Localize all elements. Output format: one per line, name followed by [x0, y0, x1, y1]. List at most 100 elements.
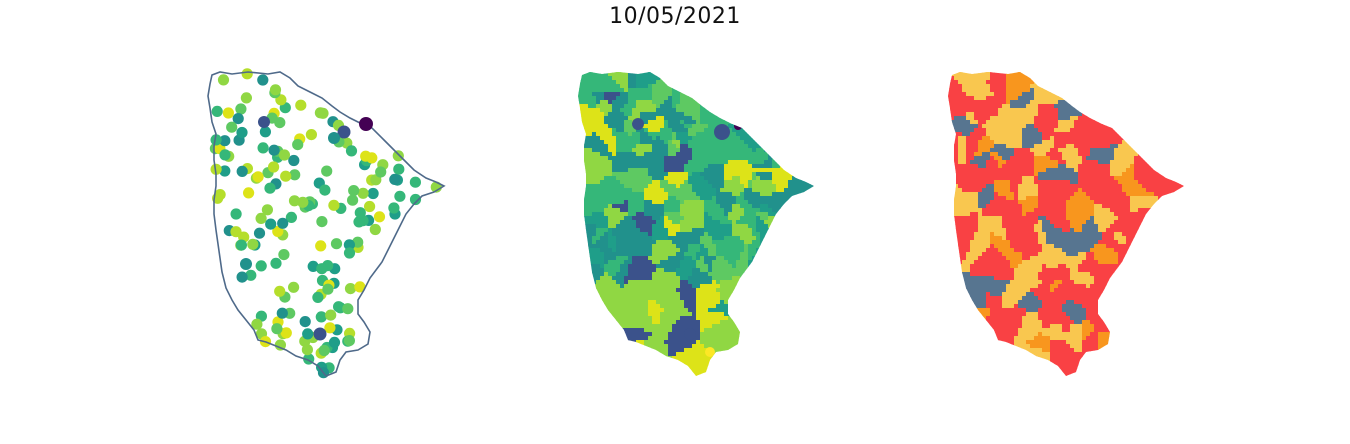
municipality-point — [345, 145, 358, 157]
municipality-point — [264, 182, 276, 194]
municipality-point — [274, 339, 286, 351]
municipality-point-highlight — [328, 132, 340, 144]
municipality-point — [280, 327, 292, 339]
municipality-point — [330, 238, 343, 250]
municipality-point — [235, 103, 247, 115]
municipality-point — [328, 336, 341, 348]
municipality-point — [253, 227, 266, 239]
municipality-point — [321, 165, 333, 177]
municipality-point — [285, 211, 297, 223]
municipality-point — [255, 260, 267, 272]
municipality-point — [301, 344, 313, 356]
municipality-region-highlight — [705, 347, 715, 357]
points-top — [240, 116, 373, 341]
municipality-point — [357, 187, 369, 199]
municipality-point — [235, 239, 247, 251]
municipality-point-highlight — [258, 116, 270, 128]
municipality-point — [409, 193, 422, 206]
municipality-point — [360, 150, 372, 162]
municipality-point — [276, 307, 288, 319]
municipality-point — [269, 84, 282, 96]
municipality-point — [354, 207, 366, 219]
municipality-point — [268, 144, 280, 156]
figure-title: 10/05/2021 — [609, 4, 741, 29]
municipality-point — [230, 226, 242, 238]
municipality-point — [219, 135, 231, 147]
municipality-point — [255, 212, 267, 224]
municipality-point — [257, 142, 269, 154]
municipality-point-highlight — [359, 117, 373, 131]
municipality-point — [343, 239, 355, 251]
municipality-point — [375, 166, 387, 178]
municipality-point — [288, 154, 300, 167]
municipality-region-highlight — [632, 118, 644, 130]
municipality-point — [389, 173, 401, 185]
municipality-point — [394, 190, 406, 202]
municipality-point — [280, 170, 292, 182]
municipality-point — [278, 149, 290, 161]
municipality-point — [277, 217, 289, 229]
municipality-point — [344, 283, 357, 295]
municipality-point — [314, 107, 326, 119]
municipality-point — [289, 169, 301, 181]
municipality-point — [222, 107, 234, 119]
municipality-point — [299, 316, 311, 328]
risk-map-panel — [948, 72, 1184, 376]
municipality-point — [268, 161, 280, 173]
risk-municipality-layer — [948, 72, 1184, 376]
municipality-point — [295, 99, 307, 111]
municipality-point — [232, 113, 244, 125]
municipality-point — [348, 185, 360, 197]
points-layer — [209, 68, 442, 379]
municipality-point — [393, 163, 405, 175]
municipality-point — [245, 269, 257, 281]
municipality-point — [373, 211, 386, 223]
municipality-point-highlight — [313, 327, 327, 341]
municipality-point — [278, 249, 290, 261]
municipality-point — [243, 187, 255, 199]
municipality-point — [288, 281, 300, 293]
choropleth-map-panel — [578, 72, 814, 376]
municipality-point — [297, 196, 309, 208]
municipality-point — [316, 263, 328, 275]
municipality-point — [272, 225, 284, 237]
municipality-point — [274, 285, 286, 297]
municipality-point — [210, 134, 222, 146]
municipality-point-highlight — [240, 258, 252, 270]
municipality-point — [270, 257, 282, 269]
municipality-point — [241, 68, 253, 80]
municipality-point — [302, 328, 314, 340]
point-map-panel — [207, 68, 446, 379]
municipality-point — [347, 194, 359, 206]
municipality-point — [274, 117, 286, 129]
municipality-point — [328, 199, 340, 211]
municipality-point — [305, 129, 317, 141]
municipality-point — [367, 187, 379, 200]
municipality-point — [354, 281, 366, 293]
municipality-point — [292, 139, 304, 151]
municipality-point — [217, 74, 230, 86]
municipality-point — [219, 165, 231, 177]
municipality-point — [236, 271, 248, 283]
municipality-point — [230, 208, 242, 220]
municipality-point — [288, 195, 301, 207]
municipality-point — [364, 200, 376, 213]
municipality-point — [318, 344, 330, 357]
municipality-point — [236, 165, 248, 177]
municipality-point — [265, 218, 277, 230]
municipality-point — [240, 92, 252, 104]
municipality-point — [251, 318, 263, 330]
municipality-point — [211, 105, 223, 117]
municipality-point — [343, 247, 356, 259]
municipality-point — [307, 260, 319, 272]
municipality-point — [259, 126, 271, 138]
municipality-point — [315, 311, 327, 323]
municipality-point — [343, 335, 355, 347]
municipality-point — [226, 121, 238, 133]
municipality-point-highlight — [337, 125, 351, 139]
municipality-point — [219, 149, 231, 161]
municipality-point — [324, 322, 336, 334]
municipality-point — [388, 202, 400, 214]
municipality-point — [236, 126, 248, 139]
municipality-point — [322, 283, 334, 295]
